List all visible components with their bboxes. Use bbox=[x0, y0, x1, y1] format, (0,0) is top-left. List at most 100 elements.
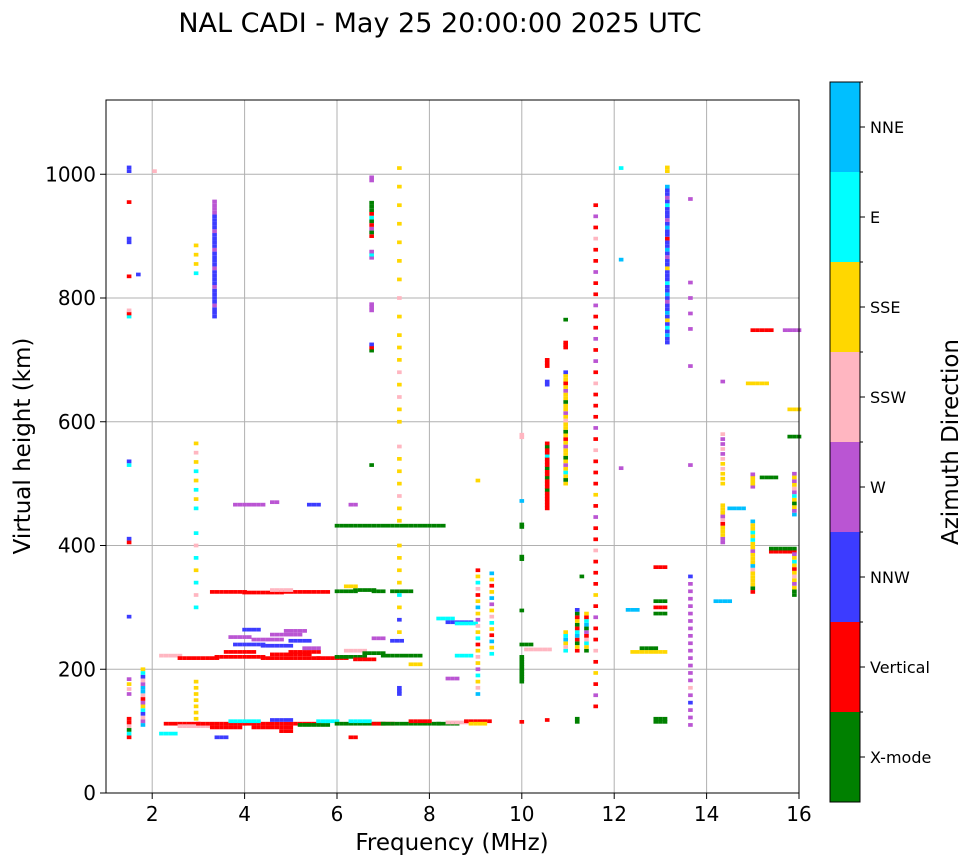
data-mark-x-mode bbox=[357, 523, 363, 528]
data-mark-ssw bbox=[720, 432, 726, 436]
data-mark-sse bbox=[563, 377, 568, 382]
data-mark-w bbox=[369, 178, 374, 183]
data-mark-x-mode bbox=[408, 589, 414, 594]
data-mark-w bbox=[293, 632, 298, 637]
data-mark-e bbox=[246, 719, 252, 724]
data-mark-sse bbox=[653, 650, 659, 654]
data-mark-vertical bbox=[544, 358, 550, 362]
data-mark-sse bbox=[397, 543, 402, 548]
data-mark-nnw bbox=[212, 259, 217, 263]
colorbar: X-mode Vertical NNW W SSW SSE E NNE bbox=[829, 81, 931, 803]
data-mark-vertical bbox=[251, 721, 257, 726]
data-mark-x-mode bbox=[519, 667, 525, 672]
data-mark-ssw bbox=[126, 687, 132, 691]
data-mark-nne bbox=[489, 639, 495, 644]
data-mark-vertical bbox=[593, 704, 599, 709]
data-mark-sse bbox=[593, 671, 599, 675]
data-mark-nnw bbox=[212, 218, 217, 222]
data-mark-x-mode bbox=[343, 655, 349, 659]
data-mark-e bbox=[193, 506, 199, 511]
data-mark-w bbox=[212, 285, 217, 289]
data-mark-x-mode bbox=[362, 721, 368, 726]
data-mark-sse bbox=[764, 381, 769, 386]
data-mark-nnw bbox=[397, 692, 402, 696]
data-mark-x-mode bbox=[408, 721, 414, 726]
data-mark-sse bbox=[720, 529, 726, 534]
data-mark-sse bbox=[563, 422, 568, 427]
data-mark-nnw bbox=[126, 614, 132, 619]
data-mark-w bbox=[688, 656, 693, 660]
data-mark-vertical bbox=[487, 719, 492, 724]
data-mark-vertical bbox=[293, 721, 298, 726]
data-mark-vertical bbox=[544, 718, 550, 722]
data-mark-vertical bbox=[270, 725, 275, 730]
data-mark-vertical bbox=[228, 655, 234, 659]
data-mark-nnw bbox=[212, 296, 217, 300]
data-mark-w bbox=[316, 646, 321, 651]
data-mark-x-mode bbox=[343, 589, 349, 594]
data-mark-x-mode bbox=[764, 475, 769, 480]
data-mark-e bbox=[450, 616, 455, 621]
data-mark-nnw bbox=[665, 188, 670, 193]
data-mark-vertical bbox=[306, 652, 312, 657]
data-mark-sse bbox=[792, 505, 797, 509]
data-mark-sse bbox=[408, 662, 414, 667]
data-mark-sse bbox=[750, 545, 756, 550]
data-mark-w bbox=[246, 502, 252, 507]
data-mark-sse bbox=[574, 619, 580, 623]
data-mark-nnw bbox=[265, 643, 271, 648]
data-mark-ssw bbox=[343, 648, 349, 653]
data-mark-w bbox=[237, 635, 243, 639]
data-mark-sse bbox=[665, 318, 670, 323]
y-tick-label: 400 bbox=[58, 534, 96, 558]
data-mark-nnw bbox=[219, 735, 224, 740]
data-mark-e bbox=[475, 580, 481, 585]
data-mark-nnw bbox=[270, 718, 275, 722]
data-mark-x-mode bbox=[371, 651, 377, 656]
data-mark-x-mode bbox=[376, 589, 381, 594]
data-mark-sse bbox=[397, 203, 402, 208]
data-mark-nne bbox=[792, 512, 797, 517]
data-mark-x-mode bbox=[385, 523, 391, 528]
data-mark-w bbox=[369, 249, 374, 254]
data-mark-vertical bbox=[283, 656, 289, 660]
colorbar-tick-label: Vertical bbox=[870, 658, 930, 677]
data-mark-w bbox=[688, 582, 693, 586]
data-mark-vertical bbox=[140, 697, 146, 701]
data-mark-sse bbox=[584, 645, 589, 649]
data-mark-nnw bbox=[242, 627, 247, 632]
data-mark-e bbox=[193, 580, 199, 585]
data-mark-vertical bbox=[320, 590, 326, 594]
data-mark-vertical bbox=[288, 725, 294, 730]
colorbar-swatch bbox=[830, 352, 860, 442]
data-mark-x-mode bbox=[528, 642, 534, 647]
data-mark-x-mode bbox=[519, 672, 525, 677]
data-mark-vertical bbox=[593, 225, 599, 230]
data-mark-vertical bbox=[177, 721, 183, 726]
data-mark-x-mode bbox=[422, 523, 428, 528]
data-mark-vertical bbox=[792, 567, 797, 571]
data-mark-sse bbox=[475, 478, 481, 483]
data-mark-w bbox=[212, 303, 217, 308]
data-mark-w bbox=[242, 502, 247, 507]
data-mark-sse bbox=[792, 563, 797, 568]
data-mark-nnw bbox=[665, 221, 670, 226]
data-mark-sse bbox=[193, 497, 199, 501]
data-mark-vertical bbox=[316, 656, 321, 660]
data-mark-vertical bbox=[593, 203, 599, 208]
data-mark-nnw bbox=[212, 307, 217, 311]
data-mark-w bbox=[563, 411, 568, 415]
grid bbox=[106, 100, 800, 794]
data-mark-nne bbox=[665, 292, 670, 297]
data-mark-nnw bbox=[665, 251, 670, 256]
data-mark-sse bbox=[193, 243, 199, 248]
data-mark-vertical bbox=[297, 656, 303, 660]
data-mark-w bbox=[593, 359, 599, 363]
data-mark-vertical bbox=[574, 615, 580, 620]
data-mark-nne bbox=[665, 225, 670, 230]
data-mark-sse bbox=[634, 650, 640, 654]
data-mark-nnw bbox=[246, 642, 252, 647]
colorbar-tick-label: SSW bbox=[870, 388, 906, 407]
data-mark-w bbox=[126, 692, 132, 696]
data-mark-nnw bbox=[665, 285, 670, 289]
